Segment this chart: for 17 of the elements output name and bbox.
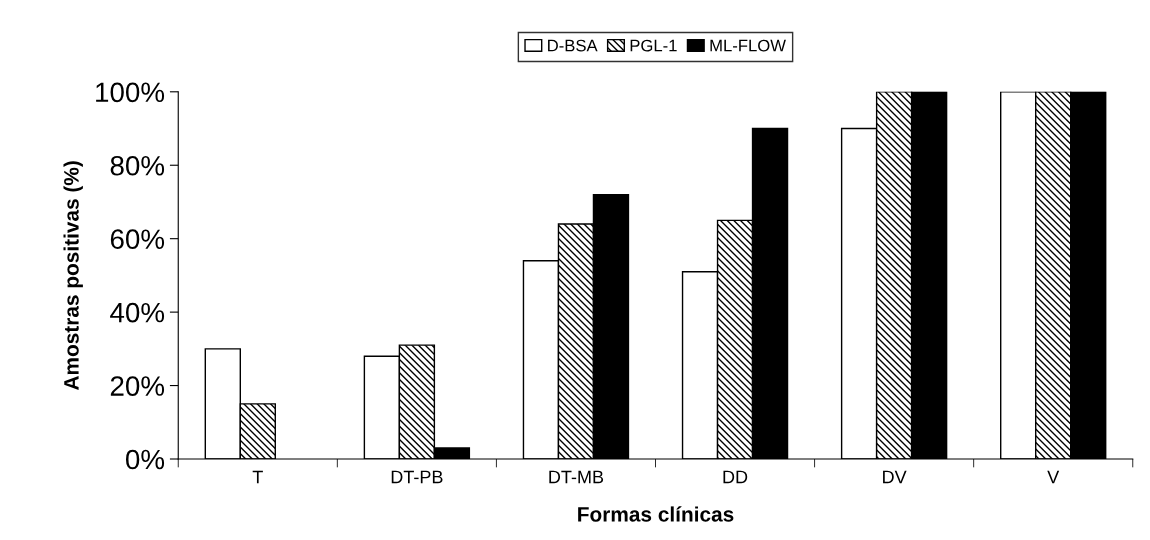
- x-tick-label: V: [1047, 470, 1060, 484]
- y-tick-label: 100%: [96, 82, 165, 103]
- y-tick-label: 0%: [125, 449, 165, 470]
- x-tick-label: T: [252, 470, 263, 484]
- x-tick-label: DD: [723, 470, 748, 484]
- y-tick-label: 40%: [110, 302, 165, 323]
- x-tick-label: DT-PB: [391, 470, 443, 484]
- legend-label: PGL-1: [630, 39, 677, 52]
- x-tick-label: DV: [883, 470, 907, 484]
- y-axis-title: Amostras positivas (%): [63, 161, 83, 391]
- y-tick-label: 60%: [110, 229, 165, 250]
- y-tick-label: 20%: [110, 376, 165, 396]
- legend-label: D-BSA: [548, 39, 598, 52]
- x-tick-label: DT-MB: [549, 470, 604, 484]
- legend-label: ML-FLOW: [710, 39, 786, 52]
- x-axis-title: Formas clínicas: [578, 506, 734, 522]
- y-tick-label: 80%: [110, 155, 165, 176]
